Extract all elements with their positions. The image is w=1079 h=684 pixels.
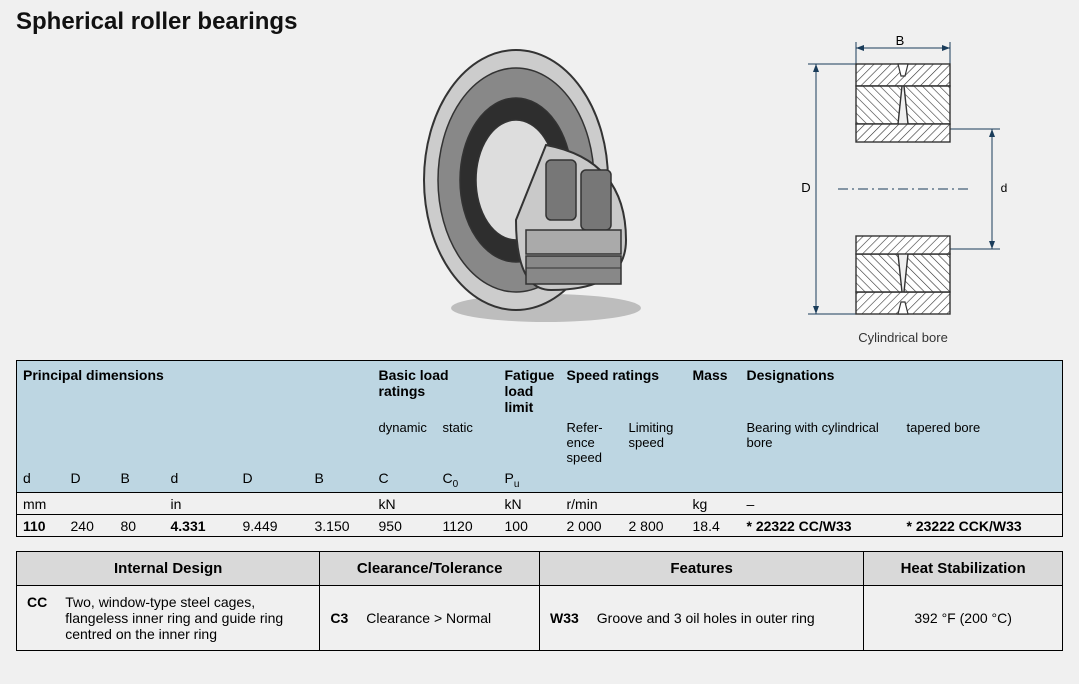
hdr-fatigue: Fatigue load limit xyxy=(499,361,561,418)
bearing-3d-illustration xyxy=(406,30,666,330)
cell-d-mm: 110 xyxy=(17,514,65,536)
hdr-mass: Mass xyxy=(687,361,741,418)
cell-ref-speed: 2 000 xyxy=(561,514,623,536)
sym-d: d xyxy=(17,467,65,492)
hdr-features: Features xyxy=(539,551,863,585)
cell-mass: 18.4 xyxy=(687,514,741,536)
hdr-desig-sub: Bearing with cylindrical bore xyxy=(741,417,901,467)
cell-lim-speed: 2 800 xyxy=(623,514,687,536)
code-cc: CC xyxy=(27,594,55,610)
cell-Pu: 100 xyxy=(499,514,561,536)
details-table: Internal Design Clearance/Tolerance Feat… xyxy=(16,551,1063,651)
text-clearance: Clearance > Normal xyxy=(366,610,491,626)
cell-internal: CC Two, window-type steel cages, flangel… xyxy=(17,585,320,650)
cell-B-in: 3.150 xyxy=(309,514,373,536)
sym-D-in: D xyxy=(237,467,309,492)
cell-C0: 1120 xyxy=(437,514,499,536)
cell-D-mm: 240 xyxy=(65,514,115,536)
cell-D-in: 9.449 xyxy=(237,514,309,536)
sym-C0: C0 xyxy=(437,467,499,492)
cell-desig2: * 23222 CCK/W33 xyxy=(901,514,1063,536)
unit-dash: – xyxy=(741,492,1063,514)
dim-label-b: B xyxy=(896,34,905,48)
hdr-designations: Designations xyxy=(741,361,1063,418)
hdr-reference: Refer­ence speed xyxy=(561,417,623,467)
illustration-area: B D d xyxy=(16,40,1063,360)
hdr-dynamic: dynamic xyxy=(373,417,437,467)
code-w33: W33 xyxy=(550,610,587,626)
dimensions-table: Principal dimensions Basic load ratings … xyxy=(16,360,1063,537)
cell-d-in: 4.331 xyxy=(165,514,237,536)
hdr-speed: Speed ratings xyxy=(561,361,687,418)
cell-B-mm: 80 xyxy=(115,514,165,536)
hdr-internal-design: Internal Design xyxy=(17,551,320,585)
unit-kg: kg xyxy=(687,492,741,514)
cell-desig1: * 22322 CC/W33 xyxy=(741,514,901,536)
cell-features: W33 Groove and 3 oil holes in outer ring xyxy=(539,585,863,650)
sym-D: D xyxy=(65,467,115,492)
hdr-static: static xyxy=(437,417,499,467)
hdr-tapered: tapered bore xyxy=(901,417,1063,467)
sym-B-in: B xyxy=(309,467,373,492)
text-features: Groove and 3 oil holes in outer ring xyxy=(597,610,815,626)
text-internal: Two, window-type steel cages, flangeless… xyxy=(65,594,309,642)
hdr-principal: Principal dimensions xyxy=(17,361,373,418)
hdr-heat: Heat Stabilization xyxy=(864,551,1063,585)
unit-rmin: r/min xyxy=(561,492,687,514)
unit-kn2: kN xyxy=(499,492,561,514)
unit-mm: mm xyxy=(17,492,165,514)
cell-heat: 392 °F (200 °C) xyxy=(864,585,1063,650)
sym-C: C xyxy=(373,467,437,492)
code-c3: C3 xyxy=(330,610,356,626)
cell-C: 950 xyxy=(373,514,437,536)
unit-kn: kN xyxy=(373,492,499,514)
dim-label-d: d xyxy=(1001,181,1008,195)
hdr-clearance: Clearance/Tolerance xyxy=(320,551,540,585)
sym-B: B xyxy=(115,467,165,492)
sym-Pu: Pu xyxy=(499,467,561,492)
unit-in: in xyxy=(165,492,373,514)
cell-clearance: C3 Clearance > Normal xyxy=(320,585,540,650)
dim-label-D: D xyxy=(801,180,810,195)
hdr-basic-load: Basic load ratings xyxy=(373,361,499,418)
sym-d-in: d xyxy=(165,467,237,492)
hdr-limiting: Limiting speed xyxy=(623,417,687,467)
diagram-caption: Cylindrical bore xyxy=(763,330,1043,345)
bearing-2d-drawing: B D d xyxy=(763,34,1043,345)
